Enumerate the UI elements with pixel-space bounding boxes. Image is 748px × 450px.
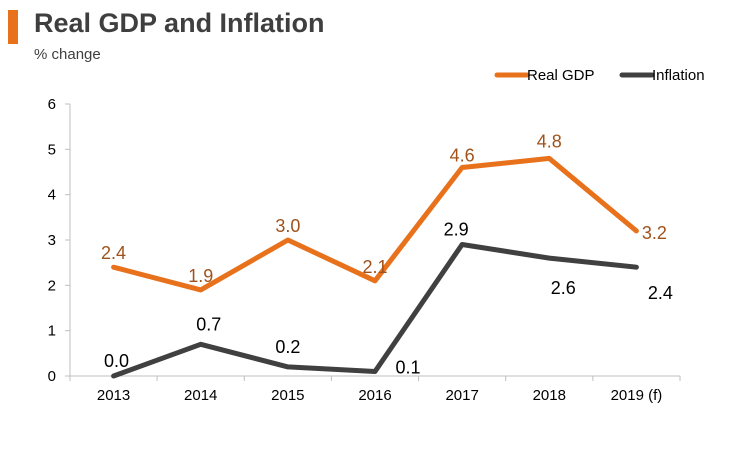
data-label: 2.4 xyxy=(648,283,673,303)
data-label: 0.1 xyxy=(395,357,420,377)
data-label: 0.2 xyxy=(275,337,300,357)
series-line-inflation xyxy=(111,242,639,379)
data-label: 0.0 xyxy=(104,351,129,371)
series-line-real-gdp xyxy=(111,155,639,293)
y-tick-label: 3 xyxy=(48,232,56,249)
data-label: 3.0 xyxy=(275,216,300,236)
data-label: 3.2 xyxy=(642,223,667,243)
data-label: 4.6 xyxy=(450,145,475,165)
y-tick-label: 2 xyxy=(48,277,56,294)
y-tick-label: 0 xyxy=(48,368,56,385)
data-label: 2.9 xyxy=(444,220,469,240)
y-tick-label: 4 xyxy=(48,187,56,204)
data-label: 4.8 xyxy=(537,131,562,151)
axes: 0 1 2 3 4 5 6 2013 2014 2015 2016 2017 2018 2019 (f) xyxy=(48,96,681,404)
y-tick-label: 5 xyxy=(48,141,56,158)
series-lines xyxy=(111,155,639,379)
x-tick-label: 2016 xyxy=(358,387,391,404)
legend: Real GDP Inflation xyxy=(494,67,705,84)
chart-subtitle: % change xyxy=(34,46,101,63)
y-tick-label: 6 xyxy=(48,96,56,113)
data-label: 2.6 xyxy=(551,278,576,298)
legend-entry: Real GDP xyxy=(527,67,595,84)
x-tick-label: 2018 xyxy=(533,387,566,404)
chart-title: Real GDP and Inflation xyxy=(34,8,325,38)
data-label: 0.7 xyxy=(196,314,221,334)
y-tick-label: 1 xyxy=(48,323,56,340)
x-tick-label: 2014 xyxy=(184,387,217,404)
x-tick-label: 2019 (f) xyxy=(611,387,663,404)
title-accent-bar xyxy=(8,10,18,44)
data-labels: 2.4 1.9 3.0 2.1 4.6 4.8 3.2 0.0 0.7 0.2 0.1 2.9 2.6 2… xyxy=(101,131,673,377)
data-label: 1.9 xyxy=(188,266,213,286)
x-tick-label: 2013 xyxy=(97,387,130,404)
data-label: 2.4 xyxy=(101,243,126,263)
x-tick-label: 2017 xyxy=(445,387,478,404)
data-label: 2.1 xyxy=(362,257,387,277)
x-tick-label: 2015 xyxy=(271,387,304,404)
legend-entry: Inflation xyxy=(652,67,705,84)
